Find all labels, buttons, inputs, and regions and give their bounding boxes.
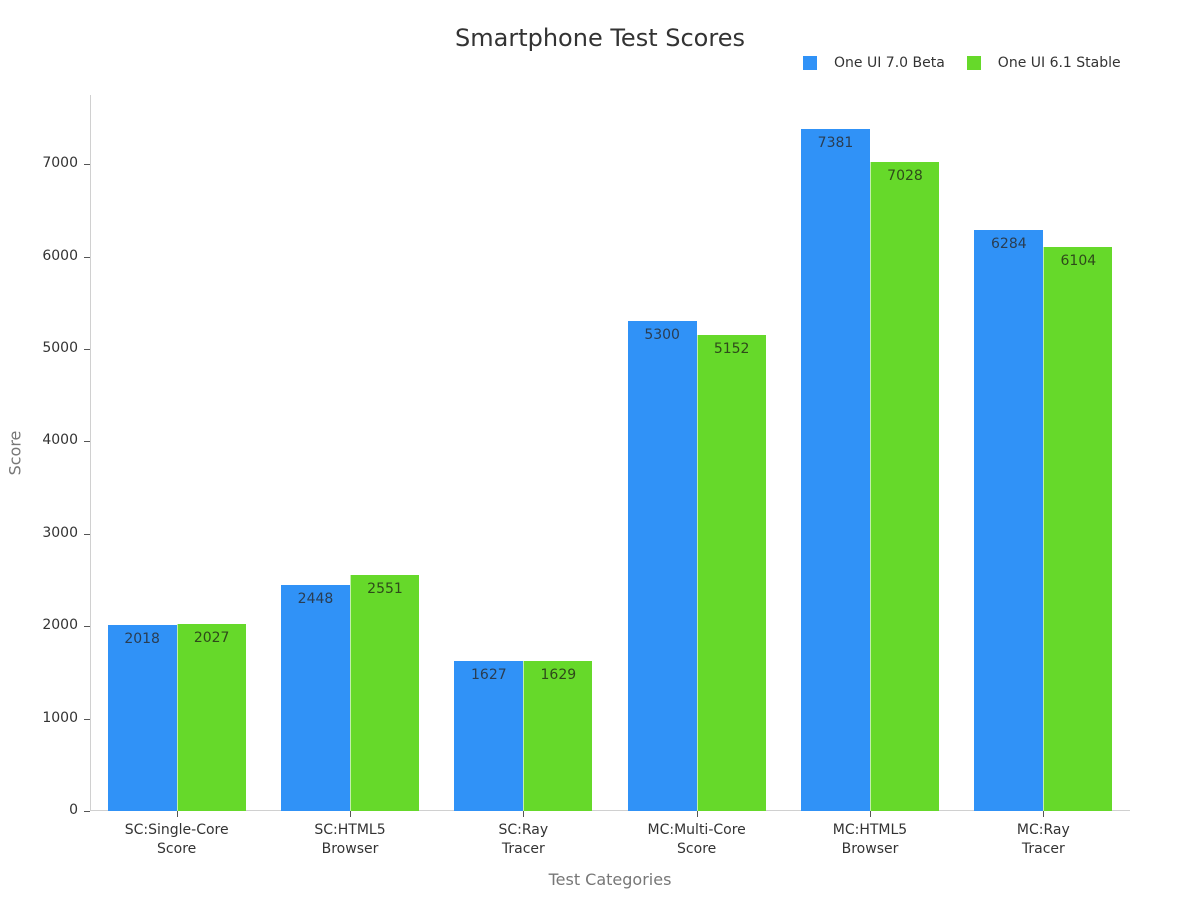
y-tick-mark — [84, 718, 90, 720]
x-tick-label-line: SC:Single-Core — [124, 822, 229, 838]
bar-beta[interactable]: 1627 — [454, 660, 524, 811]
bar-stable[interactable]: 2027 — [176, 623, 246, 811]
x-axis-label: Test Categories — [548, 870, 672, 889]
x-tick-label-line: Browser — [841, 841, 899, 857]
x-tick-mark — [176, 811, 178, 817]
bar-value-label: 5152 — [713, 341, 750, 358]
legend-label: One UI 7.0 Beta — [834, 55, 945, 71]
bar-beta[interactable]: 2018 — [107, 624, 177, 811]
x-tick-label-line: Tracer — [1021, 841, 1065, 857]
bar-value-label: 2027 — [193, 629, 230, 646]
x-tick-label: MC:Multi-Core Score — [617, 821, 777, 859]
plot-area: 0 1000 2000 3000 4000 5000 6000 7000 2018 2027 SC:… — [42, 95, 1130, 857]
y-tick-label: 1000 — [42, 709, 78, 726]
bar-stable[interactable]: 2551 — [350, 575, 419, 811]
bar-beta[interactable]: 5300 — [627, 321, 697, 811]
legend: One UI 7.0 Beta One UI 6.1 Stable — [803, 55, 1143, 71]
y-axis-line — [90, 95, 91, 811]
x-tick-label-line: SC:HTML5 — [314, 822, 386, 838]
x-tick-mark — [696, 811, 698, 817]
bar-value-label: 5300 — [644, 327, 680, 344]
x-tick-label-line: Score — [157, 841, 197, 857]
y-tick-label: 2000 — [42, 617, 78, 634]
legend-item-series-1[interactable]: One UI 6.1 Stable — [966, 55, 1121, 71]
y-tick-label: 3000 — [42, 524, 78, 541]
y-tick-mark — [84, 811, 90, 812]
x-tick-label-line: Tracer — [501, 841, 545, 857]
y-tick-mark — [84, 164, 90, 166]
x-tick-label-line: MC:Ray — [1016, 822, 1070, 838]
bar-value-label: 1627 — [471, 666, 507, 683]
legend-swatch-blue-icon — [803, 56, 817, 70]
x-tick-mark — [1043, 811, 1045, 817]
x-tick-label-line: Score — [677, 841, 717, 857]
bar-beta[interactable]: 7381 — [801, 129, 870, 811]
y-tick-mark — [84, 349, 90, 351]
bar-stable[interactable]: 1629 — [523, 660, 593, 811]
x-axis-line — [90, 810, 1130, 811]
bar-value-label: 2018 — [124, 630, 160, 647]
x-tick-label: SC:Ray Tracer — [443, 821, 603, 859]
x-tick-label-line: MC:Multi-Core — [647, 822, 746, 838]
y-tick-mark — [84, 626, 90, 628]
x-tick-mark — [870, 811, 871, 817]
legend-item-series-0[interactable]: One UI 7.0 Beta — [803, 55, 945, 71]
x-tick-label-line: MC:HTML5 — [832, 822, 908, 838]
bar-value-label: 7381 — [817, 135, 854, 152]
x-tick-label: MC:Ray Tracer — [963, 821, 1123, 859]
y-tick-mark — [84, 533, 90, 535]
x-tick-label-line: SC:Ray — [498, 822, 549, 838]
legend-swatch-green-icon — [966, 56, 981, 70]
bar-beta[interactable]: 2448 — [281, 584, 350, 811]
y-tick-label: 0 — [69, 802, 78, 818]
bar-value-label: 2448 — [297, 590, 334, 607]
legend-label: One UI 6.1 Stable — [997, 55, 1121, 71]
bar-stable[interactable]: 7028 — [870, 161, 939, 811]
y-axis-label: Score — [5, 430, 25, 476]
bar-value-label: 6284 — [991, 236, 1027, 253]
x-tick-label-line: Browser — [321, 841, 379, 857]
bar-value-label: 2551 — [367, 581, 403, 598]
y-tick-label: 4000 — [42, 432, 78, 449]
bar-stable[interactable]: 6104 — [1043, 247, 1113, 811]
y-tick-label: 5000 — [42, 340, 78, 357]
x-tick-label: MC:HTML5 Browser — [790, 821, 950, 859]
y-tick-label: 7000 — [42, 155, 78, 172]
x-tick-label: SC:HTML5 Browser — [270, 821, 430, 859]
x-tick-label: SC:Single-Core Score — [97, 821, 257, 859]
x-tick-mark — [523, 811, 525, 817]
y-tick-mark — [84, 441, 90, 443]
y-tick-mark — [84, 256, 90, 258]
bar-beta[interactable]: 6284 — [974, 230, 1044, 811]
y-tick-label: 6000 — [42, 247, 78, 264]
bar-value-label: 7028 — [887, 167, 923, 184]
bar-stable[interactable]: 5152 — [696, 335, 766, 811]
bar-value-label: 6104 — [1060, 253, 1097, 270]
bar-value-label: 1629 — [540, 666, 577, 683]
chart-title: Smartphone Test Scores — [455, 24, 745, 52]
x-tick-mark — [350, 811, 351, 817]
